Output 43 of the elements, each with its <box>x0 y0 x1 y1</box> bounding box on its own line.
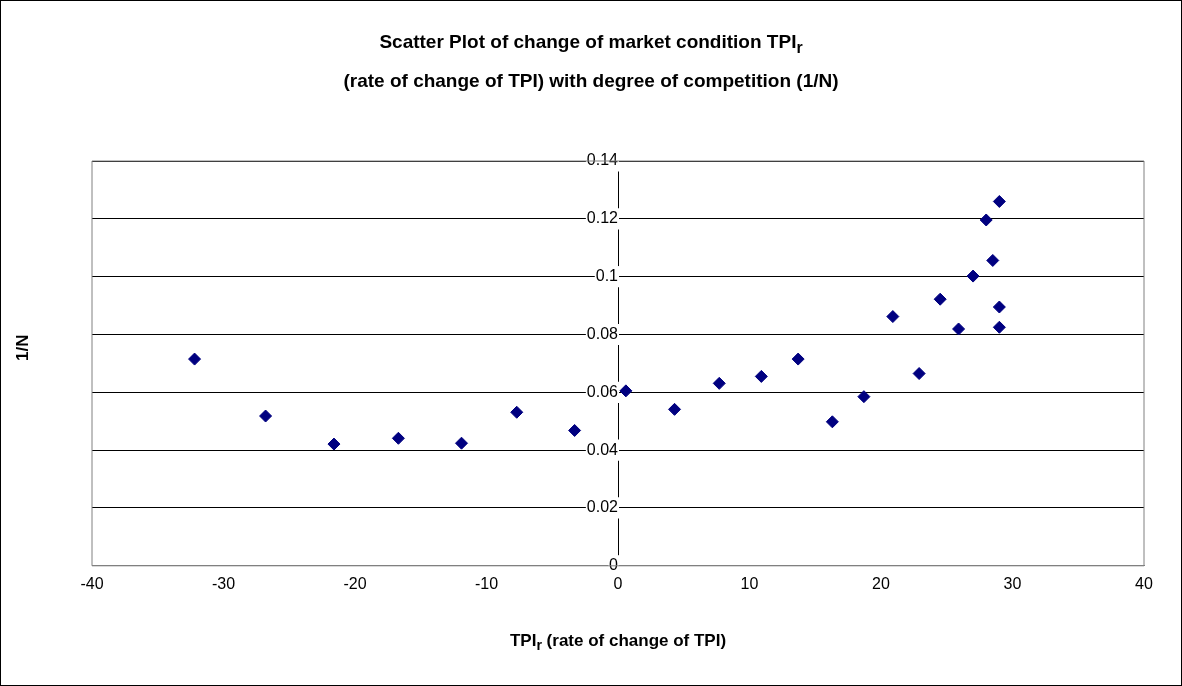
point <box>259 409 273 423</box>
point <box>857 390 871 404</box>
y-tick-label: 0.08 <box>586 324 619 342</box>
y-tick-label: 0.06 <box>586 382 619 400</box>
point <box>912 367 926 381</box>
y-tick-label: 0.1 <box>595 267 619 285</box>
y-axis-title: 1/N <box>13 334 33 361</box>
point <box>791 352 805 366</box>
point <box>992 194 1006 208</box>
point <box>619 384 633 398</box>
point <box>327 437 341 451</box>
point <box>754 369 768 383</box>
y-tick-label: 0.04 <box>586 440 619 458</box>
point <box>510 405 524 419</box>
point <box>391 431 405 445</box>
y-tick-label: 0.12 <box>586 209 619 227</box>
point <box>668 402 682 416</box>
y-tick-label: 0.14 <box>586 151 619 169</box>
y-tick-label: 0.02 <box>586 498 619 516</box>
point <box>992 320 1006 334</box>
point <box>952 322 966 336</box>
x-axis-title: TPI$_{r}$ (rate of change of TPI) <box>508 631 728 654</box>
point <box>886 310 900 324</box>
point <box>712 376 726 390</box>
x-tick-label: 40 <box>1135 574 1153 592</box>
point <box>986 253 1000 267</box>
x-tick-label: 20 <box>872 574 890 592</box>
point <box>825 415 839 429</box>
x-tick-label: 30 <box>1003 574 1022 592</box>
point <box>992 300 1006 314</box>
point <box>568 423 582 437</box>
point <box>979 213 993 227</box>
chart-title: Scatter Plot of change of market condition TPI$_{r}$ (rate of change of TPI) with degree of competition (1/N) <box>342 30 840 93</box>
point <box>933 292 947 306</box>
point <box>188 352 202 366</box>
x-tick-label: -40 <box>80 574 104 592</box>
x-tick-label: 10 <box>740 574 759 592</box>
point <box>966 269 980 283</box>
y-tick-label: 0 <box>609 556 619 574</box>
x-tick-label: -20 <box>343 574 367 592</box>
x-tick-label: -10 <box>474 574 499 592</box>
x-tick-label: -30 <box>211 574 236 592</box>
point <box>455 436 469 450</box>
